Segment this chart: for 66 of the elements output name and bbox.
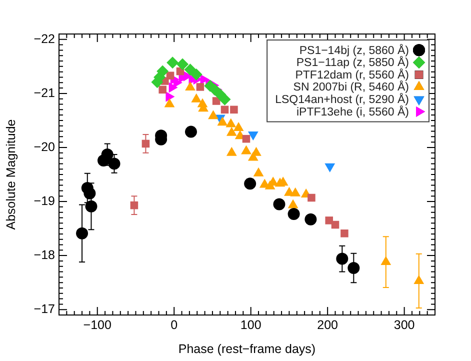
point bbox=[325, 216, 333, 224]
point bbox=[166, 56, 179, 69]
point bbox=[348, 262, 360, 274]
point bbox=[242, 134, 250, 143]
y-tick-label: −17 bbox=[34, 302, 56, 316]
legend-label: PS1−11ap (z, 5850 Å) bbox=[296, 55, 410, 70]
legend-label: iPTF13ehe (i, 5560 Å) bbox=[296, 104, 410, 118]
legend-label: PTF12dam (r, 5560 Å) bbox=[295, 67, 410, 82]
legend-label: SN 2007bi (R, 5460 Å) bbox=[293, 80, 410, 94]
point bbox=[176, 58, 189, 70]
point bbox=[308, 194, 316, 202]
point bbox=[331, 220, 340, 229]
y-tick-label: −21 bbox=[34, 86, 56, 100]
point bbox=[290, 187, 301, 196]
y-tick-label: −22 bbox=[34, 32, 56, 46]
point bbox=[340, 230, 348, 238]
point bbox=[142, 140, 150, 148]
point bbox=[190, 68, 202, 81]
point bbox=[336, 252, 348, 265]
legend-label: PS1−14bj (z, 5860 Å) bbox=[299, 42, 410, 57]
point bbox=[414, 274, 424, 284]
point bbox=[184, 126, 197, 138]
point bbox=[253, 167, 264, 176]
point bbox=[244, 178, 256, 190]
point bbox=[380, 256, 392, 266]
y-axis-title: Absolute Magnitude bbox=[4, 119, 18, 230]
point bbox=[226, 126, 237, 136]
point bbox=[226, 146, 237, 156]
point bbox=[220, 106, 229, 114]
point bbox=[251, 146, 262, 156]
y-tick-label: −19 bbox=[34, 194, 56, 208]
point bbox=[166, 72, 174, 80]
x-tick-label: 300 bbox=[394, 318, 415, 332]
point bbox=[85, 200, 98, 212]
point bbox=[226, 118, 236, 128]
x-axis-title: Phase (rest−frame days) bbox=[178, 342, 316, 356]
point bbox=[241, 145, 252, 154]
point bbox=[218, 93, 231, 106]
x-tick-label: 100 bbox=[240, 318, 262, 332]
x-tick-label: 0 bbox=[170, 318, 178, 332]
point bbox=[217, 116, 228, 126]
point bbox=[130, 201, 138, 210]
x-tick-label: −100 bbox=[83, 318, 112, 332]
legend-label: LSQ14an+host (r, 5290 Å) bbox=[275, 92, 410, 106]
point bbox=[108, 158, 120, 170]
y-tick-label: −20 bbox=[34, 140, 56, 154]
point bbox=[230, 106, 238, 114]
point bbox=[273, 198, 286, 210]
point bbox=[288, 208, 300, 220]
x-tick-label: 200 bbox=[317, 318, 338, 332]
point bbox=[156, 65, 169, 78]
point bbox=[164, 98, 175, 108]
point bbox=[196, 83, 204, 91]
point bbox=[304, 213, 317, 226]
point bbox=[101, 148, 114, 161]
point bbox=[84, 187, 96, 200]
point bbox=[184, 64, 196, 76]
point bbox=[191, 93, 202, 102]
point bbox=[288, 199, 298, 208]
point bbox=[233, 122, 244, 132]
point bbox=[166, 91, 175, 102]
point bbox=[185, 82, 196, 90]
point bbox=[76, 227, 88, 240]
point bbox=[158, 86, 166, 94]
point bbox=[208, 110, 218, 120]
y-tick-label: −18 bbox=[34, 248, 56, 262]
